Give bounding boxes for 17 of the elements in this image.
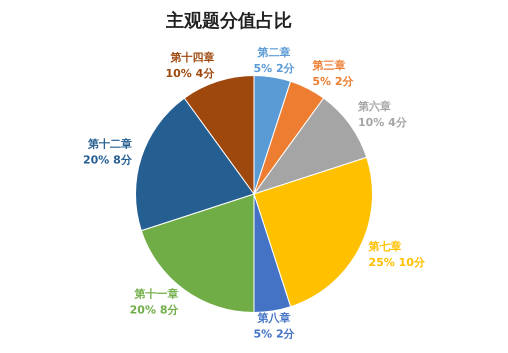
data-label: 25% 10分 — [368, 256, 426, 269]
data-label: 10% 4分 — [358, 116, 408, 129]
slice-label: 第六章 — [356, 100, 391, 113]
slice-label: 第十二章 — [86, 137, 132, 150]
data-label: 10% 4分 — [165, 66, 216, 80]
slice-label: 第十四章 — [169, 50, 214, 64]
slice-label: 第十一章 — [133, 288, 178, 301]
data-label: 5% 2分 — [254, 62, 296, 76]
slice-label: 第七章 — [367, 240, 402, 253]
slice-label: 第八章 — [256, 312, 291, 325]
data-label: 20% 8分 — [82, 153, 133, 166]
slice-label: 第二章 — [256, 46, 291, 60]
data-label: 5% 2分 — [254, 328, 296, 341]
data-label: 5% 2分 — [312, 75, 354, 88]
slice-label: 第三章 — [311, 59, 346, 72]
chart-title: 主观题分值占比 — [165, 10, 292, 32]
data-label: 20% 8分 — [130, 304, 180, 317]
